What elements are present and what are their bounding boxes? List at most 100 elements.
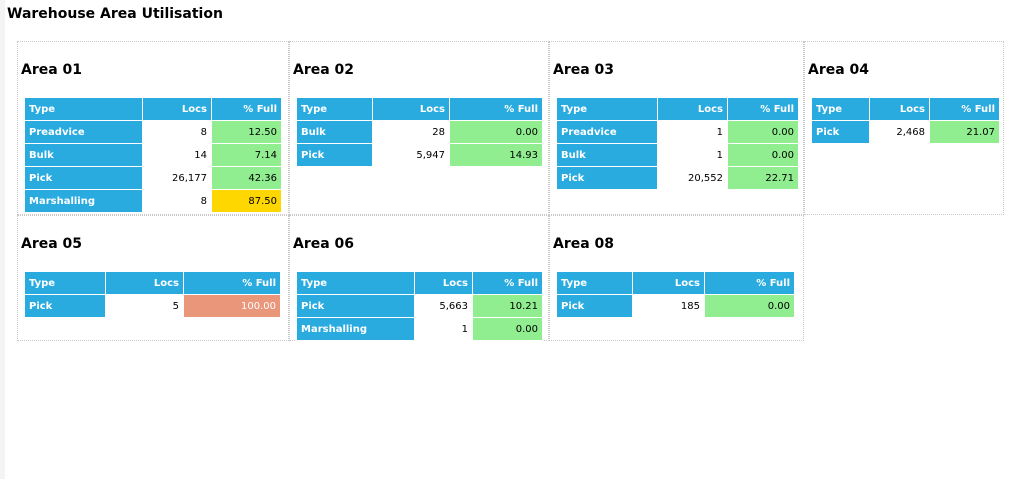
type-cell: Preadvice [24,120,143,144]
column-header-locs[interactable]: Locs [142,97,212,121]
area-title: Area 02 [293,62,355,78]
area-table: Type Locs% Full Preadvice 8 12.50 Bulk 14 7.14 P… [24,97,282,213]
area-title: Area 05 [21,236,83,252]
type-cell: Pick [24,294,106,318]
area-table: Type Locs% Full Bulk 28 0.00 Pick 5,947 14.93 [296,97,543,167]
table-row: Bulk 1 0.00 [556,143,799,167]
column-header-pct-full[interactable]: % Full [704,271,795,295]
column-header-type[interactable]: Type [556,97,658,121]
area-panel: Area 02 Type Locs% Full Bulk 28 0.00 Pick 5,947… [289,41,549,215]
type-cell: Preadvice [556,120,658,144]
column-header-pct-full[interactable]: % Full [449,97,543,121]
area-table: Type Locs% Full Preadvice 1 0.00 Bulk 1 0.00 Pic… [556,97,799,190]
column-header-type[interactable]: Type [811,97,870,121]
table-row: Bulk 28 0.00 [296,120,543,144]
pct-full-cell: 0.00 [449,120,543,144]
type-cell: Marshalling [24,189,143,213]
table-header-row: Type Locs% Full [556,271,795,295]
locs-cell: 185 [632,294,705,318]
locs-cell: 1 [657,143,728,167]
table-row: Pick 2,468 21.07 [811,120,1000,144]
locs-cell: 26,177 [142,166,212,190]
area-table: Type Locs% Full Pick 5 100.00 [24,271,281,318]
table-header-row: Type Locs% Full [24,97,282,121]
type-cell: Marshalling [296,317,415,341]
column-header-locs[interactable]: Locs [632,271,705,295]
locs-cell: 5,947 [372,143,450,167]
pct-full-cell: 14.93 [449,143,543,167]
area-panel: Area 08 Type Locs% Full Pick 185 0.00 [549,215,804,341]
area-panel: Area 03 Type Locs% Full Preadvice 1 0.00 Bulk 1… [549,41,804,215]
column-header-locs[interactable]: Locs [657,97,728,121]
pct-full-cell: 12.50 [211,120,282,144]
table-row: Pick 5 100.00 [24,294,281,318]
pct-full-cell: 0.00 [727,143,799,167]
column-header-pct-full[interactable]: % Full [472,271,543,295]
locs-cell: 28 [372,120,450,144]
type-cell: Pick [811,120,870,144]
type-cell: Bulk [24,143,143,167]
column-header-pct-full[interactable]: % Full [183,271,281,295]
table-header-row: Type Locs% Full [556,97,799,121]
locs-cell: 8 [142,189,212,213]
type-cell: Pick [556,294,633,318]
table-header-row: Type Locs% Full [296,97,543,121]
page-title: Warehouse Area Utilisation [7,6,223,22]
table-header-row: Type Locs% Full [811,97,1000,121]
column-header-locs[interactable]: Locs [372,97,450,121]
type-cell: Bulk [296,120,373,144]
type-cell: Pick [24,166,143,190]
area-panel: Area 01 Type Locs% Full Preadvice 8 12.50 Bulk… [17,41,289,215]
locs-cell: 2,468 [869,120,930,144]
locs-cell: 5 [105,294,184,318]
pct-full-cell: 22.71 [727,166,799,190]
pct-full-cell: 0.00 [704,294,795,318]
pct-full-cell: 0.00 [472,317,543,341]
left-edge [0,0,5,479]
locs-cell: 1 [414,317,473,341]
table-row: Preadvice 1 0.00 [556,120,799,144]
column-header-type[interactable]: Type [556,271,633,295]
table-row: Bulk 14 7.14 [24,143,282,167]
column-header-type[interactable]: Type [24,97,143,121]
column-header-locs[interactable]: Locs [414,271,473,295]
table-row: Pick 20,552 22.71 [556,166,799,190]
pct-full-cell: 87.50 [211,189,282,213]
locs-cell: 8 [142,120,212,144]
area-title: Area 08 [553,236,615,252]
column-header-pct-full[interactable]: % Full [929,97,1000,121]
type-cell: Bulk [556,143,658,167]
area-panel: Area 06 Type Locs% Full Pick 5,663 10.21 Marsh… [289,215,549,341]
pct-full-cell: 42.36 [211,166,282,190]
column-header-type[interactable]: Type [296,97,373,121]
table-row: Preadvice 8 12.50 [24,120,282,144]
locs-cell: 20,552 [657,166,728,190]
pct-full-cell: 100.00 [183,294,281,318]
area-title: Area 01 [21,62,83,78]
area-panel: Area 05 Type Locs% Full Pick 5 100.00 [17,215,289,341]
locs-cell: 1 [657,120,728,144]
type-cell: Pick [296,294,415,318]
area-title: Area 03 [553,62,615,78]
area-table: Type Locs% Full Pick 5,663 10.21 Marshalling 1… [296,271,543,341]
area-table: Type Locs% Full Pick 185 0.00 [556,271,795,318]
column-header-locs[interactable]: Locs [105,271,184,295]
column-header-pct-full[interactable]: % Full [211,97,282,121]
column-header-locs[interactable]: Locs [869,97,930,121]
area-title: Area 04 [808,62,870,78]
column-header-type[interactable]: Type [24,271,106,295]
area-title: Area 06 [293,236,355,252]
table-row: Pick 26,177 42.36 [24,166,282,190]
type-cell: Pick [296,143,373,167]
pct-full-cell: 10.21 [472,294,543,318]
pct-full-cell: 7.14 [211,143,282,167]
column-header-pct-full[interactable]: % Full [727,97,799,121]
table-row: Pick 185 0.00 [556,294,795,318]
area-grid: Area 01 Type Locs% Full Preadvice 8 12.50 Bulk… [17,41,1004,341]
column-header-type[interactable]: Type [296,271,415,295]
locs-cell: 14 [142,143,212,167]
table-row: Marshalling 8 87.50 [24,189,282,213]
table-header-row: Type Locs% Full [24,271,281,295]
table-row: Pick 5,663 10.21 [296,294,543,318]
